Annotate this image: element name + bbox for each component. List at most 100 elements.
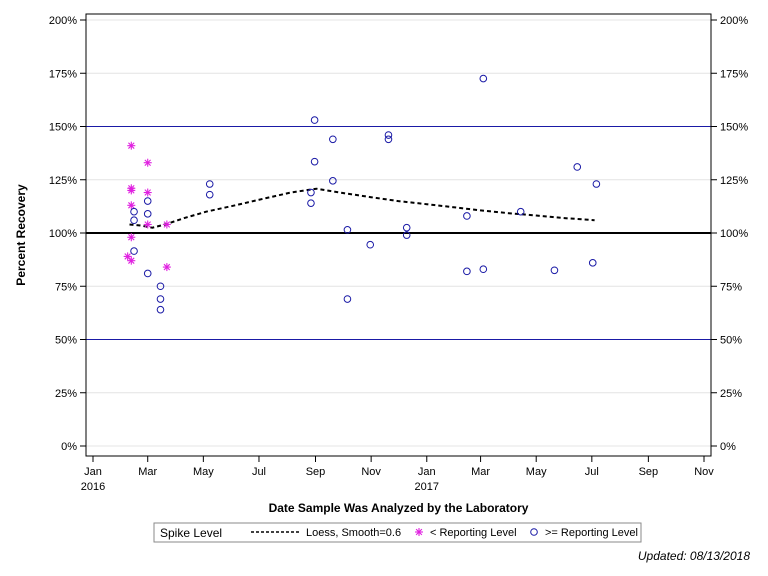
reporting-point bbox=[402, 231, 411, 239]
reporting-point bbox=[329, 177, 337, 185]
y-axis-left: 0% 25% 50% 75% 100% 125% 150% 175% 200% bbox=[49, 15, 86, 453]
y-tick-label: 25% bbox=[55, 388, 77, 400]
reporting-point bbox=[479, 74, 488, 83]
star-stroke bbox=[415, 528, 423, 536]
reporting-point bbox=[156, 305, 165, 314]
y-tick-label-right: 0% bbox=[720, 441, 736, 453]
x-tick-label: Sep bbox=[306, 466, 326, 478]
reporting-point bbox=[130, 216, 138, 225]
loess-layer bbox=[129, 187, 595, 229]
legend-below-reporting-label: < Reporting Level bbox=[430, 527, 517, 539]
x-tick-label: Jan bbox=[84, 466, 102, 478]
reporting-point bbox=[143, 210, 152, 218]
x-tick-year-label: 2016 bbox=[81, 481, 105, 493]
legend-loess-label: Loess, Smooth=0.6 bbox=[306, 527, 401, 539]
y-tick-label: 100% bbox=[49, 228, 77, 240]
reporting-point bbox=[463, 212, 471, 220]
reporting-point bbox=[310, 116, 319, 124]
below-reporting-point bbox=[127, 233, 136, 242]
below-reporting-point bbox=[162, 220, 171, 229]
reporting-point bbox=[329, 135, 337, 144]
y-tick-label: 75% bbox=[55, 281, 77, 293]
y-tick-label-right: 75% bbox=[720, 281, 742, 293]
reporting-point bbox=[343, 226, 352, 234]
legend-title: Spike Level bbox=[160, 526, 222, 540]
x-tick-label: Nov bbox=[694, 466, 714, 478]
x-tick-label: Mar bbox=[471, 466, 490, 478]
reporting-point bbox=[143, 269, 152, 278]
x-tick-label: Sep bbox=[639, 466, 659, 478]
star-stroke bbox=[163, 221, 171, 228]
below-reporting-point bbox=[127, 201, 136, 210]
star-stroke bbox=[128, 187, 135, 194]
star-stroke bbox=[144, 221, 151, 228]
x-tick-year-label: 2017 bbox=[415, 481, 439, 493]
star-stroke bbox=[128, 257, 135, 264]
reference-lines bbox=[86, 126, 711, 340]
y-tick-label: 125% bbox=[49, 175, 77, 187]
legend-reporting-label: >= Reporting Level bbox=[545, 527, 638, 539]
reporting-point bbox=[479, 265, 488, 274]
y-tick-label-right: 175% bbox=[720, 68, 748, 80]
below-reporting-point bbox=[127, 256, 136, 265]
star-stroke bbox=[144, 159, 151, 166]
reporting-point bbox=[130, 207, 138, 216]
reporting-point bbox=[384, 131, 393, 139]
y-tick-label: 0% bbox=[61, 441, 77, 453]
x-axis-title: Date Sample Was Analyzed by the Laborato… bbox=[269, 501, 529, 515]
x-tick-label: Jul bbox=[252, 466, 266, 478]
below-reporting-point bbox=[127, 186, 136, 195]
reporting-point bbox=[550, 266, 559, 275]
y-tick-label: 150% bbox=[49, 122, 77, 134]
below-reporting-point bbox=[162, 263, 171, 272]
y-axis-right: 0% 25% 50% 75% 100% 125% 150% 175% 200% bbox=[711, 15, 748, 453]
reporting-point bbox=[307, 188, 315, 197]
legend-star-symbol bbox=[415, 528, 423, 536]
points-layer bbox=[123, 74, 601, 314]
reporting-point bbox=[516, 207, 525, 216]
star-stroke bbox=[124, 253, 131, 260]
reporting-point bbox=[143, 197, 152, 205]
reporting-point bbox=[205, 190, 214, 199]
reporting-point bbox=[366, 240, 375, 249]
reporting-point bbox=[156, 295, 165, 303]
star-stroke bbox=[128, 202, 135, 209]
updated-timestamp: Updated: 08/13/2018 bbox=[637, 549, 750, 563]
reporting-point bbox=[588, 259, 597, 267]
y-tick-label: 50% bbox=[55, 335, 77, 347]
reporting-point bbox=[402, 223, 411, 232]
y-tick-label-right: 50% bbox=[720, 335, 742, 347]
x-tick-label: Mar bbox=[138, 466, 157, 478]
legend-box bbox=[153, 522, 642, 543]
reporting-point bbox=[156, 282, 165, 291]
legend-items: Loess, Smooth=0.6 < Reporting Level >= Rep… bbox=[251, 527, 638, 539]
x-tick-label: Nov bbox=[361, 466, 381, 478]
star-stroke bbox=[128, 233, 135, 241]
legend-circle-symbol bbox=[530, 528, 538, 536]
x-axis: Jan 2016 Mar May Jul Sep Nov Jan 2017 Mar May Jul Se… bbox=[81, 456, 714, 493]
y-axis-title: Percent Recovery bbox=[14, 184, 28, 286]
reporting-point bbox=[310, 157, 319, 166]
star-stroke bbox=[128, 142, 135, 149]
y-tick-label-right: 100% bbox=[720, 228, 748, 240]
reporting-point bbox=[573, 163, 582, 171]
loess-line bbox=[129, 187, 595, 229]
x-tick-label: May bbox=[193, 466, 214, 478]
reporting-point bbox=[130, 247, 138, 255]
reporting-point bbox=[384, 135, 393, 144]
below-reporting-point bbox=[143, 188, 152, 197]
x-tick-label: Jan bbox=[418, 466, 436, 478]
y-tick-label: 175% bbox=[49, 68, 77, 80]
reporting-point bbox=[592, 180, 601, 188]
reporting-point bbox=[343, 295, 352, 303]
x-tick-label: Jul bbox=[585, 466, 599, 478]
y-tick-label-right: 200% bbox=[720, 15, 748, 27]
star-stroke bbox=[163, 263, 171, 271]
star-stroke bbox=[144, 189, 151, 196]
x-tick-label: May bbox=[526, 466, 547, 478]
y-tick-label-right: 125% bbox=[720, 175, 748, 187]
reporting-point bbox=[463, 267, 471, 276]
reporting-point bbox=[307, 199, 315, 207]
y-tick-label-right: 150% bbox=[720, 122, 748, 134]
